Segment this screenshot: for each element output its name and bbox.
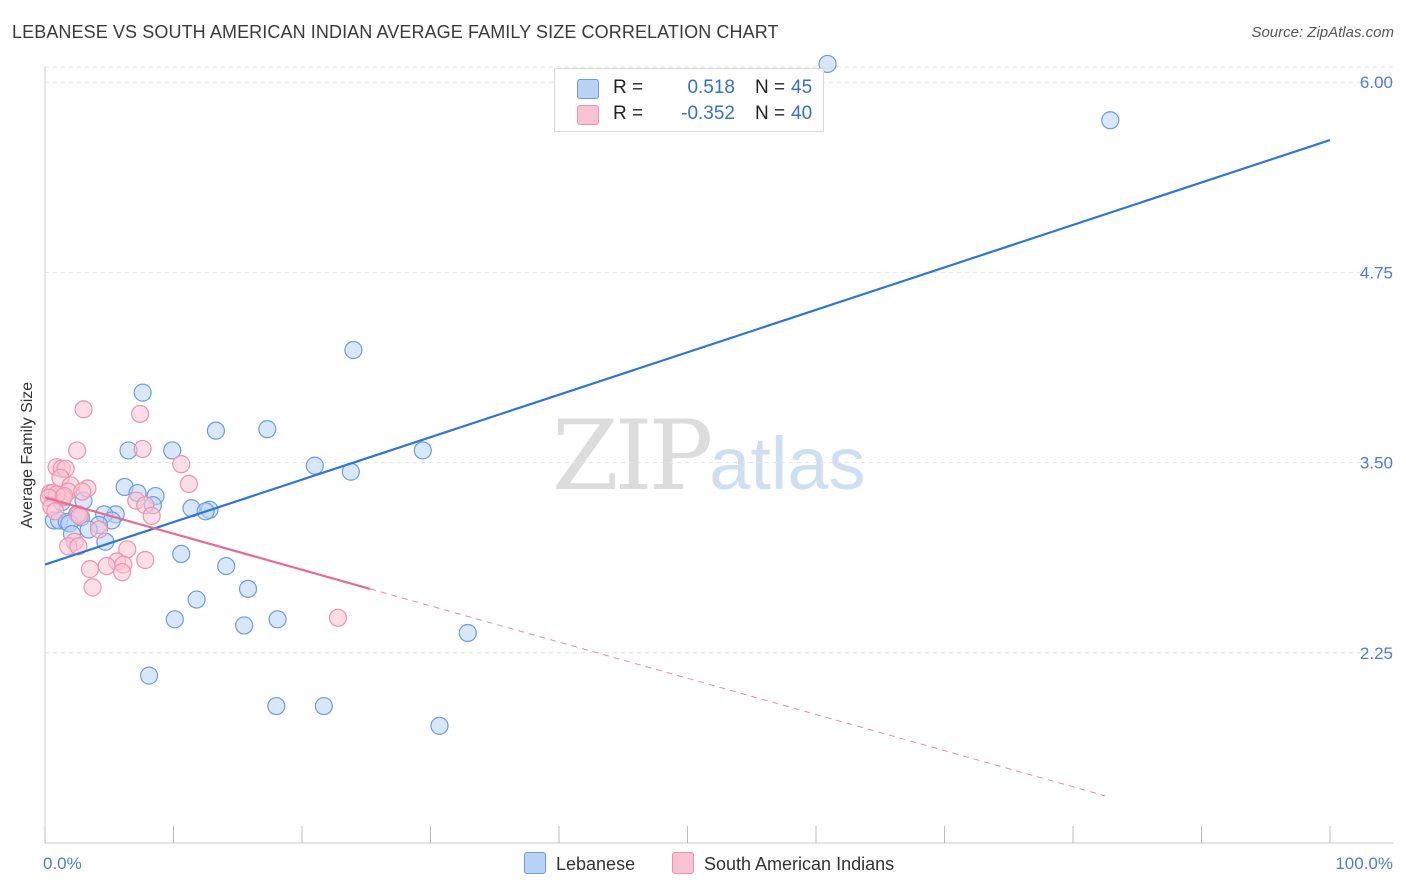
data-point-south-american-indians <box>179 474 199 494</box>
data-point-lebanese <box>413 441 432 460</box>
trend-line-lebanese <box>44 138 1331 566</box>
data-point-south-american-indians <box>73 482 92 501</box>
r-label: R = <box>613 77 644 98</box>
data-point-lebanese <box>133 383 152 402</box>
data-point-lebanese <box>238 579 258 598</box>
sai-legend-swatch <box>672 852 694 874</box>
data-point-lebanese <box>206 421 226 440</box>
trend-line-south-american-indians <box>44 496 371 590</box>
x-tick-label: 0.0% <box>43 854 82 873</box>
y-tick-label: 6.00 <box>1360 73 1393 92</box>
data-point-lebanese <box>268 610 287 629</box>
data-point-south-american-indians <box>97 556 116 576</box>
watermark-atlas: atlas <box>709 422 866 505</box>
x-tick-label: 100.0% <box>1335 854 1393 873</box>
y-tick-label: 4.75 <box>1360 263 1393 282</box>
legend-item-south-american-indians[interactable]: South American Indians <box>672 852 894 875</box>
data-point-lebanese <box>235 616 254 635</box>
r-value: 0.518 <box>687 77 735 98</box>
data-point-lebanese <box>458 623 477 643</box>
data-point-lebanese <box>430 716 449 735</box>
data-point-lebanese <box>139 666 159 685</box>
data-point-south-american-indians <box>89 520 109 539</box>
legend-item-lebanese[interactable]: Lebanese <box>524 852 635 875</box>
data-point-south-american-indians <box>142 506 161 525</box>
n-value: 45 <box>791 77 813 98</box>
r-label: R = <box>613 103 644 124</box>
data-point-south-american-indians <box>112 563 132 582</box>
data-point-lebanese <box>163 441 182 460</box>
data-point-lebanese <box>187 590 206 609</box>
data-point-south-american-indians <box>68 441 87 460</box>
data-point-south-american-indians <box>46 502 65 521</box>
data-point-south-american-indians <box>80 560 100 579</box>
zipatlas-watermark: ZIPatlas <box>552 400 866 512</box>
source-label: Source: ZipAtlas.com <box>1251 24 1394 41</box>
data-point-lebanese <box>1101 111 1120 130</box>
legend-label-south-american-indians: South American Indians <box>704 854 895 874</box>
data-point-lebanese <box>165 610 184 629</box>
watermark-zip: ZIP <box>552 400 713 512</box>
lebanese-legend-swatch <box>524 852 546 874</box>
y-tick-label: 2.25 <box>1360 644 1393 663</box>
data-point-lebanese <box>217 556 236 576</box>
data-point-lebanese <box>305 456 324 475</box>
y-axis-label: Average Family Size <box>19 381 36 529</box>
data-point-south-american-indians <box>328 608 348 627</box>
data-point-south-american-indians <box>133 439 152 459</box>
r-value: -0.352 <box>681 103 735 124</box>
legend-label-lebanese: Lebanese <box>556 854 636 874</box>
n-value: 40 <box>791 103 813 124</box>
data-point-south-american-indians <box>74 400 93 419</box>
data-point-south-american-indians <box>130 404 150 424</box>
data-point-lebanese <box>314 696 333 716</box>
data-point-lebanese <box>344 340 363 360</box>
data-point-lebanese <box>267 696 286 716</box>
correlation-legend: R = 0.518 N = 45 R = -0.352 N = 40 <box>554 68 824 132</box>
data-point-south-american-indians <box>83 578 102 597</box>
data-point-lebanese <box>258 420 277 439</box>
data-point-lebanese <box>172 544 191 564</box>
data-point-south-american-indians <box>136 550 155 570</box>
n-label: N = <box>755 77 786 98</box>
y-tick-label: 3.50 <box>1360 454 1393 473</box>
chart-title: LEBANESE VS SOUTH AMERICAN INDIAN AVERAG… <box>12 22 779 42</box>
data-point-south-american-indians <box>55 486 74 506</box>
sai-swatch <box>577 105 599 125</box>
trend-line-extension-south-american-indians <box>369 588 1106 797</box>
lebanese-swatch <box>577 79 599 99</box>
n-label: N = <box>755 103 786 124</box>
data-point-south-american-indians <box>69 537 88 556</box>
data-point-south-american-indians <box>172 455 191 474</box>
